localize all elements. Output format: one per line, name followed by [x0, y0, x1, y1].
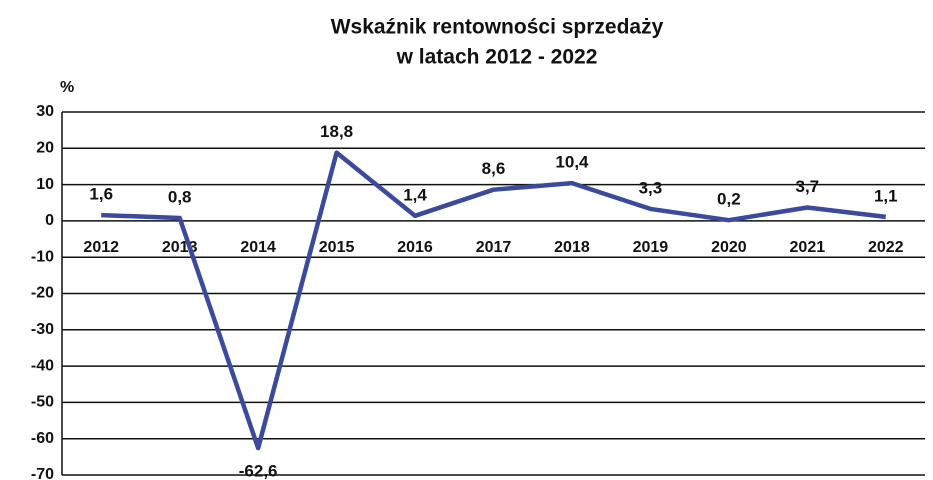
y-tick-label: 20: [36, 140, 54, 157]
data-label: 8,6: [482, 159, 506, 178]
data-label: 18,8: [320, 122, 353, 141]
y-tick-label: -50: [31, 394, 54, 411]
data-label: 0,2: [717, 190, 741, 209]
y-tick-label: -20: [31, 285, 54, 302]
chart-title: Wskaźnik rentowności sprzedaży: [331, 16, 664, 39]
x-tick-label: 2015: [319, 239, 355, 256]
y-tick-label: -40: [31, 357, 54, 374]
data-label: -62,6: [239, 462, 278, 480]
x-tick-label: 2021: [790, 239, 826, 256]
chart-subtitle: w latach 2012 - 2022: [396, 46, 598, 69]
data-label: 3,3: [639, 178, 663, 197]
data-label: 0,8: [168, 187, 192, 206]
line: [101, 150, 887, 451]
y-tick-label: 0: [45, 212, 54, 229]
x-tick-label: 2016: [397, 239, 433, 256]
data-label: 10,4: [555, 153, 589, 172]
x-tick-label: 2017: [476, 239, 512, 256]
x-tick-label: 2014: [240, 239, 276, 256]
data-label: 1,1: [874, 186, 898, 205]
y-tick-label: 30: [36, 103, 54, 120]
y-tick-label: 10: [36, 176, 54, 193]
y-tick-label: -30: [31, 321, 54, 338]
x-tick-label: 2019: [633, 239, 669, 256]
y-tick-label: -60: [31, 430, 54, 447]
x-tick-label: 2018: [554, 239, 590, 256]
y-tick-label: -70: [31, 466, 54, 480]
x-tick-label: 2022: [868, 239, 904, 256]
x-tick-label: 2020: [711, 239, 747, 256]
y-tick-label: -10: [31, 248, 54, 265]
data-label: 3,7: [795, 177, 819, 196]
data-label: 1,4: [403, 185, 427, 204]
x-tick-label: 2012: [83, 239, 119, 256]
y-axis-label: %: [60, 79, 74, 96]
data-label: 1,6: [89, 185, 113, 204]
